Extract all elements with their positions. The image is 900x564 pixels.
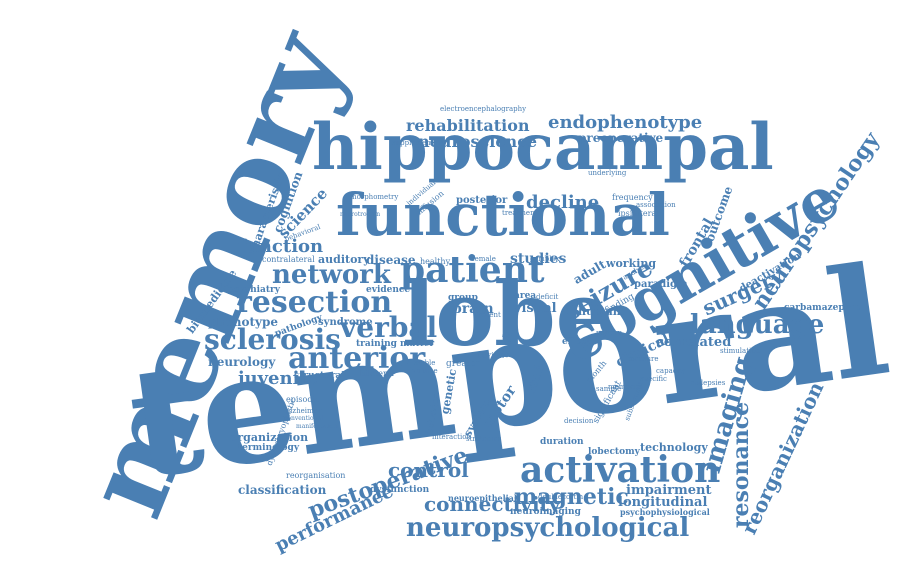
word-doublecortin: doublecortin xyxy=(538,493,584,501)
word-neurotrophin: neurotrophin xyxy=(340,211,381,218)
word-neuroimaging: neuroimaging xyxy=(510,507,581,517)
word-group: group xyxy=(448,293,478,303)
word-contralateral: contralateral xyxy=(262,255,315,264)
word-longitudinal: longitudinal xyxy=(618,495,708,510)
word-episodic: episodic xyxy=(286,395,320,404)
word-psychophysiological: psychophysiological xyxy=(620,507,710,517)
word-stable: stable xyxy=(414,359,436,367)
word-sample: sample xyxy=(596,385,622,393)
word-human: human xyxy=(578,305,621,318)
word-neuroepithelial: neuroepithelial xyxy=(448,493,517,503)
word-underlying: underlying xyxy=(588,169,627,177)
word-paradigm: paradigm xyxy=(634,279,688,290)
word-impairment: impairment xyxy=(626,483,712,498)
word-structural: structural xyxy=(294,371,345,381)
word-dysfunction: dysfunction xyxy=(370,485,430,495)
word-activation: activation xyxy=(520,449,721,491)
word-preoperative: preoperative xyxy=(578,131,664,145)
word-capacity: capacity xyxy=(656,367,686,375)
word-matter: matter xyxy=(400,339,435,349)
word-area: area xyxy=(514,291,537,301)
word-strategies: strategies xyxy=(466,435,502,443)
word-volume: volume xyxy=(412,367,438,375)
word-lobectomy: lobectomy xyxy=(588,447,640,457)
word-ipsilateral: ipsilateral xyxy=(618,209,659,218)
word-endophenotype: endophenotype xyxy=(548,112,703,133)
word-carbamazepine: carbamazepine xyxy=(784,303,861,313)
word-function: function xyxy=(238,236,324,257)
word-interaction: interaction xyxy=(432,433,471,441)
word-phenotype: phenotype xyxy=(208,315,279,329)
word-correlated: correlated xyxy=(656,335,732,350)
word-juvenile: juvenile xyxy=(238,368,318,389)
word-decline: decline xyxy=(526,192,600,213)
word-neuropsychological: neuropsychological xyxy=(406,513,690,543)
word-review: review xyxy=(478,351,506,360)
word-conventional: conventional xyxy=(284,415,323,422)
word-complex: complex xyxy=(530,255,560,263)
word-neuroscience: neuroscience xyxy=(418,132,538,151)
word-electroencephalography: electroencephalography xyxy=(440,105,527,113)
word-language: language xyxy=(690,310,825,340)
word-decision: decision xyxy=(564,417,594,425)
word-effect: effect xyxy=(562,337,591,347)
word-supplementary: supplementary xyxy=(392,139,446,147)
word-greater: greater xyxy=(446,359,481,369)
word-psychiatry: psychiatry xyxy=(228,285,280,295)
word-technology: technology xyxy=(640,441,708,454)
word-memories: memories xyxy=(608,383,643,391)
word-rehabilitation: rehabilitation xyxy=(406,116,530,135)
word-stimulation: stimulation xyxy=(720,347,760,355)
word-network: network xyxy=(272,260,391,290)
word-sclerosis: sclerosis xyxy=(204,323,341,356)
word-visual: visual xyxy=(514,301,557,316)
word-recent: recent xyxy=(478,311,501,319)
word-deficit: deficit xyxy=(536,293,559,301)
word-measure: measure xyxy=(628,355,659,363)
word-female: female xyxy=(472,255,496,263)
word-working: working xyxy=(606,257,657,270)
word-disease: disease xyxy=(366,253,416,267)
word-magnetic: magnetic xyxy=(514,484,629,510)
word-patient: patient xyxy=(400,249,545,291)
word-functional: functional xyxy=(336,181,670,249)
word-lobe: lobe xyxy=(402,262,612,366)
word-evidence: evidence xyxy=(366,285,411,295)
word-control: control xyxy=(388,458,469,482)
word-brain: brain xyxy=(452,301,494,317)
word-hippocampal: hippocampal xyxy=(312,110,774,185)
word-classification: classification xyxy=(238,483,327,497)
word-auditory: auditory xyxy=(318,253,370,266)
word-treatment: treatment xyxy=(502,209,538,217)
word-pattern: pattern xyxy=(596,329,623,337)
word-association: association xyxy=(636,201,676,209)
word-specific: specific xyxy=(640,375,667,383)
word-syndrome: syndrome xyxy=(318,317,373,328)
word-training: training xyxy=(356,339,397,349)
word-resection: resection xyxy=(236,285,393,320)
word-connectivity: connectivity xyxy=(424,492,561,516)
word-studies: studies xyxy=(510,251,567,267)
word-terminology: terminology xyxy=(238,443,300,453)
word-reorganisation: reorganisation xyxy=(286,471,346,480)
word-morphometry: morphometry xyxy=(350,193,399,201)
word-bilateral: bilateral xyxy=(360,369,395,378)
word-alzheimer: alzheimer xyxy=(286,407,322,415)
word-epilepsies: epilepsies xyxy=(690,379,726,387)
word-verbal: verbal xyxy=(340,311,438,344)
word-manifestation: manifestation xyxy=(296,423,338,430)
word-healthy: healthy xyxy=(420,257,451,266)
word-neurology: neurology xyxy=(208,355,276,369)
word-frequency: frequency xyxy=(612,193,653,202)
word-posterior: posterior xyxy=(456,195,508,206)
word-organization: organization xyxy=(230,431,309,444)
word-duration: duration xyxy=(540,437,584,447)
word-anterior: anterior xyxy=(288,341,426,376)
